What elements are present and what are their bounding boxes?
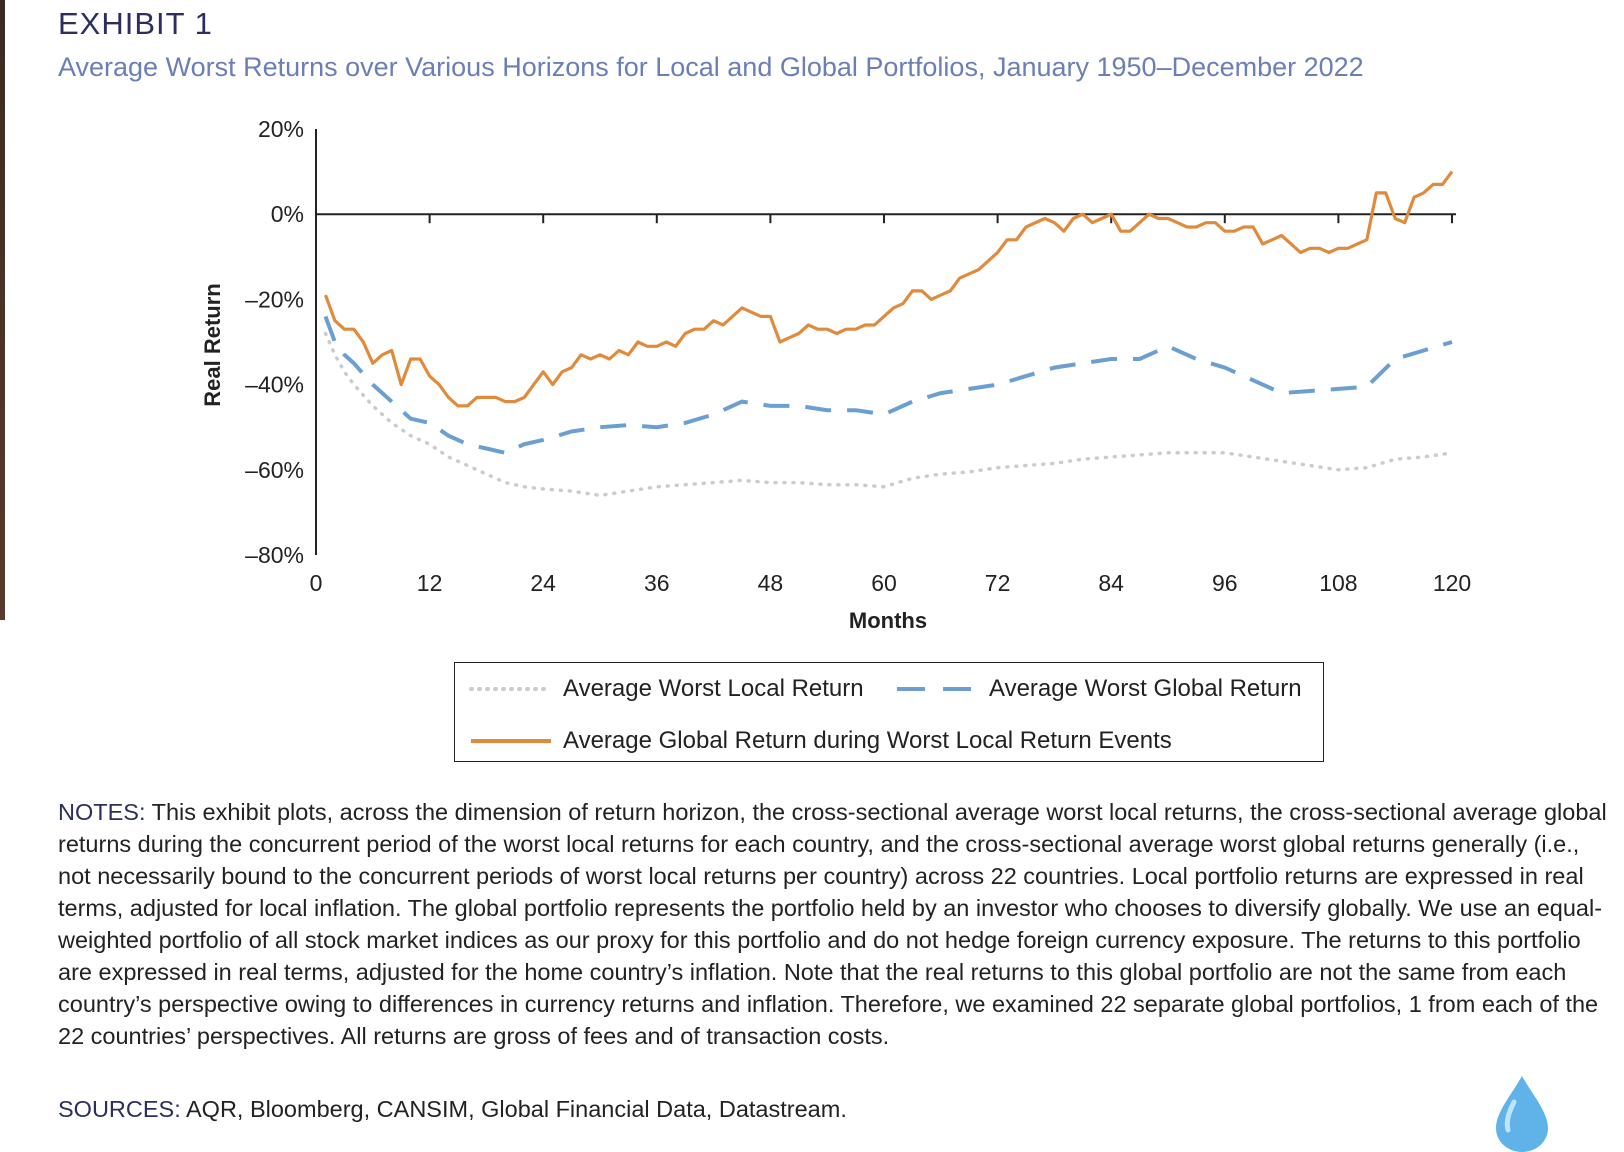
axes-layer: 20% 0% –20% –40% –60% –80%0 12 24 36 48 60 72 84 96 10… (245, 116, 1471, 596)
sources-line: SOURCES: AQR, Bloomberg, CANSIM, Global … (58, 1096, 847, 1123)
x-tick-label: 96 (1212, 570, 1238, 596)
legend-label-global: Average Worst Global Return (989, 675, 1302, 702)
exhibit-label: EXHIBIT 1 (58, 6, 213, 41)
legend-swatch-global (897, 687, 977, 691)
x-tick-label: 60 (871, 570, 897, 596)
y-axis-title: Real Return (200, 283, 225, 406)
sources-text: AQR, Bloomberg, CANSIM, Global Financial… (185, 1096, 847, 1122)
x-tick-label: 108 (1319, 570, 1357, 596)
line-chart: 20% 0% –20% –40% –60% –80%0 12 24 36 48 60 72 84 96 10… (200, 116, 1471, 633)
legend-swatch-local (469, 687, 553, 691)
legend-item-global-during-local: Average Global Return during Worst Local… (469, 727, 1172, 755)
x-tick-label: 24 (530, 570, 556, 596)
x-tick-label: 12 (417, 570, 443, 596)
notes-text: This exhibit plots, across the dimension… (58, 799, 1607, 1049)
y-tick-label: –80% (245, 542, 304, 568)
x-tick-label: 84 (1098, 570, 1124, 596)
y-tick-label: –40% (245, 372, 304, 398)
notes-paragraph: NOTES: This exhibit plots, across the di… (58, 796, 1613, 1052)
legend-item-local: Average Worst Local Return (469, 675, 864, 703)
legend-label-local: Average Worst Local Return (563, 675, 864, 702)
x-tick-label: 36 (644, 570, 670, 596)
chart-legend: Average Worst Local Return Average Worst… (454, 662, 1324, 762)
x-tick-label: 72 (985, 570, 1011, 596)
notes-label: NOTES: (58, 799, 146, 825)
x-tick-label: 120 (1433, 570, 1471, 596)
series-layer (323, 170, 1454, 498)
water-drop-icon (1496, 1076, 1548, 1152)
y-tick-label: 20% (258, 116, 304, 142)
exhibit-title: Average Worst Returns over Various Horiz… (58, 52, 1364, 82)
x-tick-label: 48 (758, 570, 784, 596)
legend-swatch-global-during-local (471, 739, 551, 743)
series-line-worst-local (323, 331, 1454, 498)
y-tick-label: –20% (245, 286, 304, 312)
series-line-global-during-local (323, 170, 1454, 408)
y-tick-label: –60% (245, 457, 304, 483)
x-tick-label: 0 (310, 570, 323, 596)
sources-label: SOURCES: (58, 1096, 181, 1122)
legend-item-global: Average Worst Global Return (895, 675, 1302, 703)
y-tick-label: 0% (271, 201, 304, 227)
legend-label-global-during-local: Average Global Return during Worst Local… (563, 727, 1172, 754)
x-axis-title: Months (849, 608, 927, 633)
series-line-worst-global (323, 315, 1453, 455)
left-edge-strip (0, 0, 5, 620)
